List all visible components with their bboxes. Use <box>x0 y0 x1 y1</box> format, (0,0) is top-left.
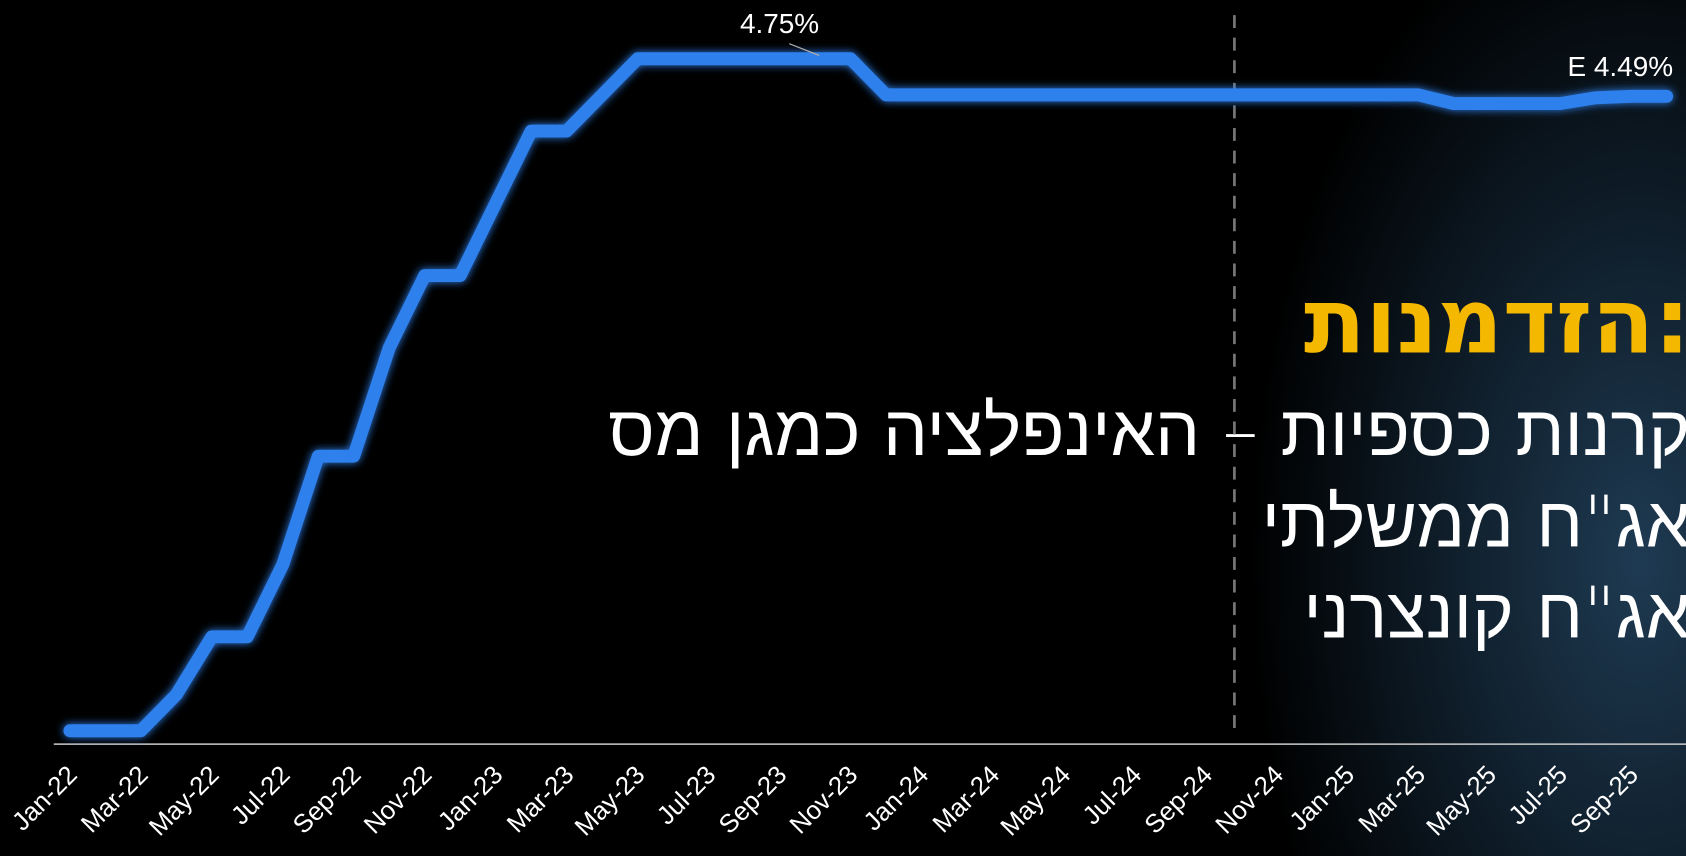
overlay-line: אג"ח קונצרני <box>1303 572 1686 655</box>
x-tick-label: Jan-25 <box>1285 761 1361 837</box>
x-tick-label: Jan-24 <box>859 761 935 837</box>
leader-line <box>789 43 820 57</box>
overlay-line: אג"ח ממשלתי <box>1262 480 1686 563</box>
x-tick-label: Nov-24 <box>1211 761 1290 840</box>
data-label: E 4.49% <box>1567 51 1673 82</box>
x-tick-label: Sep-22 <box>288 761 367 840</box>
x-tick-label: May-23 <box>570 761 651 842</box>
overlay-line: קרנות כספיות – האינפלציה כמגן מס <box>608 389 1686 472</box>
x-tick-label: May-24 <box>996 761 1077 842</box>
x-tick-label: Sep-23 <box>714 761 793 840</box>
x-tick-label: Jan-22 <box>7 761 83 837</box>
data-label: 4.75% <box>740 8 819 39</box>
x-tick-label: May-22 <box>144 761 225 842</box>
x-tick-label: Mar-22 <box>76 761 154 839</box>
x-tick-label: Mar-24 <box>928 761 1006 839</box>
x-tick-label: Nov-22 <box>359 761 438 840</box>
x-tick-label: Nov-23 <box>785 761 864 840</box>
x-tick-label: Sep-25 <box>1565 761 1644 840</box>
line <box>63 52 1674 738</box>
x-tick-label: Jul-23 <box>652 761 721 830</box>
x-tick-label: May-25 <box>1421 761 1502 842</box>
x-tick-label: Mar-23 <box>502 761 580 839</box>
x-tick-label: Mar-25 <box>1354 761 1432 839</box>
x-tick-label: Jul-24 <box>1078 761 1147 830</box>
x-tick-label: Jul-22 <box>226 761 295 830</box>
x-tick-label: Jan-23 <box>433 761 509 837</box>
x-tick-label: Jul-25 <box>1504 761 1573 830</box>
x-tick-label: Sep-24 <box>1140 761 1219 840</box>
overlay-title: הזדמנות: <box>1304 270 1686 375</box>
